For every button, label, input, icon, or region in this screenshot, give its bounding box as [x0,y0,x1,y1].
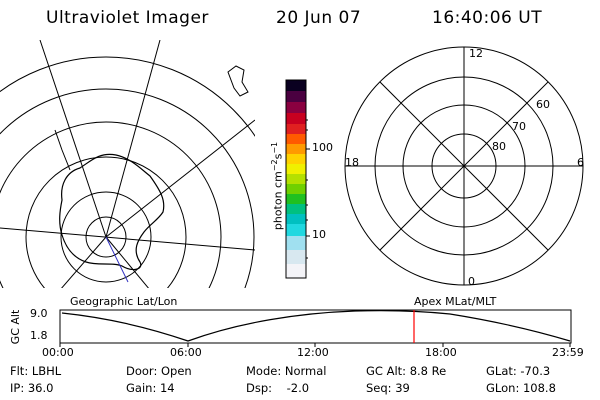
geo-meridian [0,227,255,251]
mlt-label-18: 18 [345,156,359,169]
mlt-diagonal [379,81,549,251]
mlt-label-12: 12 [469,47,483,60]
glon-info: GLon: 108.8 [486,381,556,395]
sun-direction-line [105,236,129,283]
gc-alt-info: GC Alt: 8.8 Re [366,364,447,378]
filter-info: Flt: LBHL [10,364,62,378]
unit-exp-1: −2 [270,159,279,172]
geo-lat-circle [25,156,187,288]
mlat-label-60: 60 [536,98,550,111]
polar-grid [344,46,584,286]
x-tick-label-1800: 18:00 [425,346,457,359]
x-tick-label-0600: 06:00 [170,346,202,359]
time-label: 16:40:06 UT [432,8,543,28]
mlt-label-0: 0 [468,275,475,288]
ip-info: IP: 36.0 [10,381,54,395]
altitude-axis-label: GC Alt [9,309,22,345]
gain-info: Gain: 14 [126,381,175,395]
geo-meridian [61,236,107,288]
x-tick-label-2359: 23:59 [552,346,584,359]
unit-exp-2: −1 [270,141,279,154]
mlt-label-6: 6 [577,156,584,169]
geo-lat-circle [85,216,127,258]
geo-meridian [105,236,149,288]
australia-coastline [227,65,249,97]
mode-info: Mode: Normal [246,364,327,378]
geo-lat-circle [0,121,222,288]
geo-meridian [105,119,255,238]
coastline-fragment [54,129,71,171]
geographic-map [0,40,255,288]
geo-lat-circle [0,56,255,138]
dsp-info: Dsp: -2.0 [246,381,310,395]
geo-lat-circle [0,88,255,288]
antarctica-coastline [59,153,165,271]
geo-lat-circle [60,191,152,283]
x-tick-label-0000: 00:00 [42,346,74,359]
unit-photon: photon cm [271,171,285,231]
colorbar-tick-100: 100 [312,141,333,154]
mlat-label-80: 80 [492,140,506,153]
door-info: Door: Open [126,364,192,378]
date-label: 20 Jun 07 [276,8,362,28]
x-tick-label-1200: 12:00 [297,346,329,359]
altitude-curve [61,310,571,342]
apex-caption: Apex MLat/MLT [414,295,497,308]
color-bar [285,79,310,279]
mlat-label-70: 70 [512,120,526,133]
colorbar-unit-label: photon cm−2s−1 [270,126,285,246]
unit-s: s [271,153,285,160]
y-tick-9: 9.0 [30,307,48,320]
seq-info: Seq: 39 [366,381,410,395]
instrument-title: Ultraviolet Imager [46,8,209,28]
colorbar-tick-10: 10 [312,228,326,241]
glat-info: GLat: -70.3 [486,364,551,378]
geographic-caption: Geographic Lat/Lon [70,295,178,308]
y-tick-1-8: 1.8 [30,329,48,342]
altitude-plot [59,309,572,347]
geo-meridian [105,40,161,238]
geo-meridian [39,40,107,238]
